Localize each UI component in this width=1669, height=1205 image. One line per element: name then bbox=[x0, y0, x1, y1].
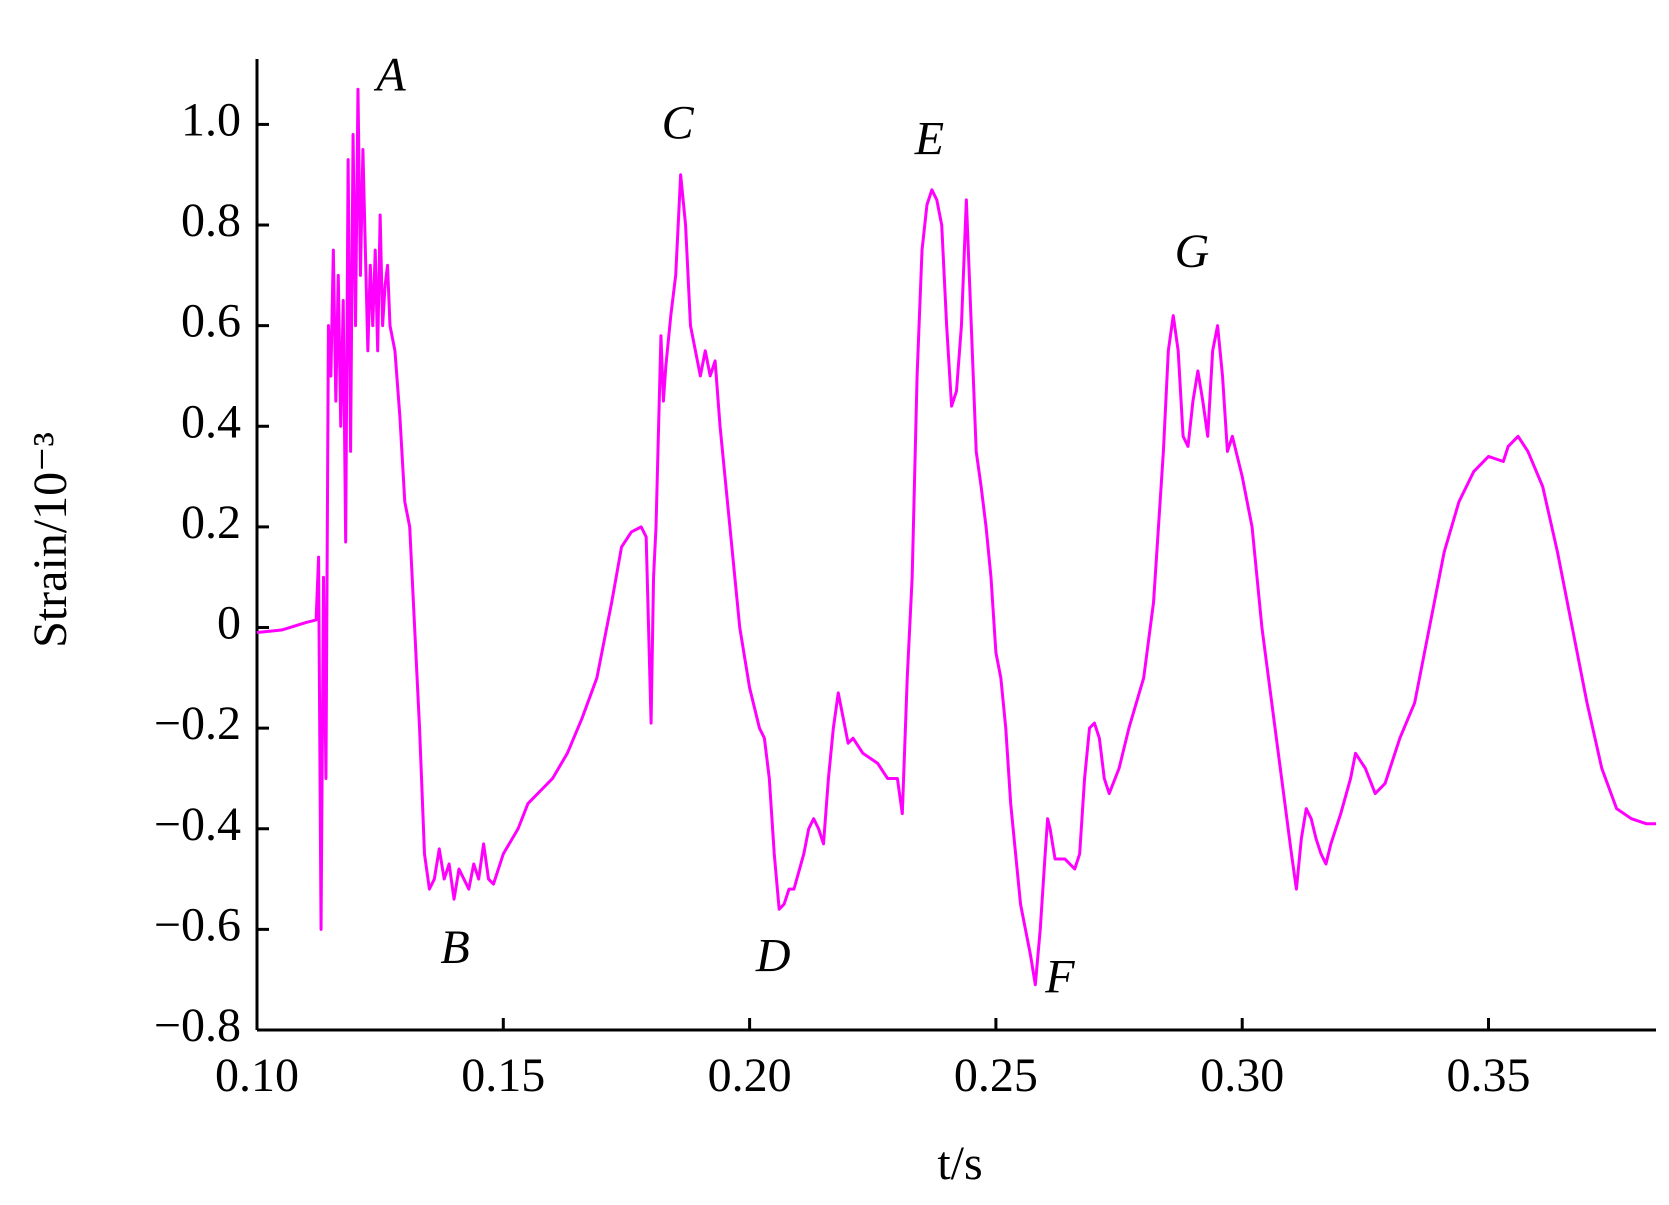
annotation: G bbox=[1175, 225, 1210, 278]
annotation: C bbox=[662, 96, 695, 149]
x-tick-label: 0.30 bbox=[1200, 1049, 1284, 1102]
annotation: A bbox=[373, 49, 406, 102]
y-tick-label: 0 bbox=[217, 597, 241, 650]
x-tick-label: 0.20 bbox=[708, 1049, 792, 1102]
y-tick-label: 1.0 bbox=[181, 93, 241, 146]
x-tick-label: 0.25 bbox=[954, 1049, 1038, 1102]
y-tick-label: −0.4 bbox=[154, 798, 241, 851]
x-tick-label: 0.15 bbox=[461, 1049, 545, 1102]
y-tick-label: 0.8 bbox=[181, 194, 241, 247]
y-tick-label: −0.2 bbox=[154, 697, 241, 750]
annotation: D bbox=[755, 930, 791, 983]
y-tick-label: −0.8 bbox=[154, 999, 241, 1052]
data-line bbox=[256, 87, 1656, 987]
y-tick-label: 0.4 bbox=[181, 395, 241, 448]
y-tick-label: 0.2 bbox=[181, 496, 241, 549]
x-tick-label: 0.35 bbox=[1447, 1049, 1531, 1102]
annotation: E bbox=[914, 113, 944, 166]
annotation: F bbox=[1044, 951, 1075, 1004]
x-axis-label: t/s bbox=[937, 1137, 982, 1190]
annotation: B bbox=[440, 921, 469, 974]
y-axis-label: Strain/10⁻³ bbox=[24, 432, 77, 648]
x-tick-label: 0.10 bbox=[215, 1049, 299, 1102]
y-tick-label: 0.6 bbox=[181, 295, 241, 348]
y-tick-label: −0.6 bbox=[154, 898, 241, 951]
